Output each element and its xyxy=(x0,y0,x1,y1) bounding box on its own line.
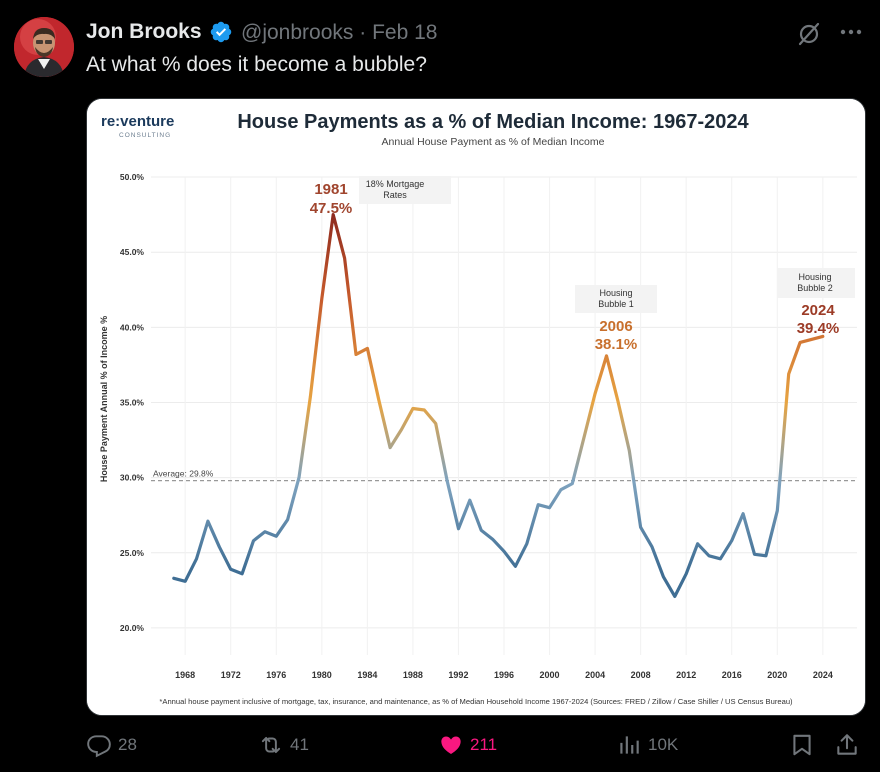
y-tick-label: 20.0% xyxy=(120,623,145,633)
x-tick-label: 2016 xyxy=(722,670,742,680)
reply-button[interactable]: 28 xyxy=(86,732,137,758)
views-button[interactable]: 10K xyxy=(616,732,678,758)
x-tick-label: 2000 xyxy=(540,670,560,680)
like-count: 211 xyxy=(470,735,498,754)
tweet-text: At what % does it become a bubble? xyxy=(86,53,427,76)
share-icon xyxy=(837,734,857,755)
bubble2-line1: Housing xyxy=(798,272,831,282)
retweet-button[interactable]: 41 xyxy=(258,732,309,758)
handle-and-date: @jonbrooks · Feb 18 xyxy=(241,21,437,45)
bubble1-line1: Housing xyxy=(599,288,632,298)
bookmark-icon xyxy=(793,734,811,756)
annotation-2006-value: 38.1% xyxy=(595,336,638,353)
x-tick-label: 1976 xyxy=(266,670,286,680)
more-icon[interactable] xyxy=(838,22,864,42)
y-ticks: 20.0% 25.0% 30.0% 35.0% 40.0% 45.0% 50.0% xyxy=(120,172,145,633)
x-tick-label: 1984 xyxy=(357,670,377,680)
x-tick-label: 1968 xyxy=(175,670,195,680)
x-tick-label: 1992 xyxy=(448,670,468,680)
series-line xyxy=(172,213,825,598)
chart: re:venture CONSULTING House Payments as … xyxy=(87,99,865,715)
share-button[interactable] xyxy=(834,732,860,758)
x-tick-label: 2012 xyxy=(676,670,696,680)
bubble1-line2: Bubble 1 xyxy=(598,299,634,309)
x-ticks: 1968 1972 1976 1980 1984 1988 1992 1996 2000 2004… xyxy=(175,670,833,680)
annotation-2024-year: 2024 xyxy=(801,302,835,319)
y-tick-label: 50.0% xyxy=(120,172,145,182)
action-bar: 28 41 211 10K xyxy=(86,732,864,764)
chart-footnote: *Annual house payment inclusive of mortg… xyxy=(159,697,793,706)
views-count: 10K xyxy=(648,735,679,754)
views-icon xyxy=(620,736,639,754)
x-tick-label: 1988 xyxy=(403,670,423,680)
y-axis-label: House Payment Annual % of Income % xyxy=(99,316,109,482)
chart-logo-sub: CONSULTING xyxy=(119,132,171,139)
mortgage-note-line2: Rates xyxy=(383,190,407,200)
average-label: Average: 29.8% xyxy=(153,469,214,479)
bubble1-box xyxy=(575,285,657,313)
annotation-1981-year: 1981 xyxy=(314,181,347,198)
x-tick-label: 2004 xyxy=(585,670,605,680)
avatar[interactable] xyxy=(14,17,74,77)
x-tick-label: 2020 xyxy=(767,670,787,680)
chart-title: House Payments as a % of Median Income: … xyxy=(237,111,749,133)
chart-logo: re:venture xyxy=(101,113,174,130)
x-tick-label: 2008 xyxy=(631,670,651,680)
x-tick-label: 1980 xyxy=(312,670,332,680)
retweet-count: 41 xyxy=(290,735,309,754)
bubble2-box xyxy=(777,268,855,298)
reply-icon xyxy=(87,735,111,758)
mortgage-note-line1: 18% Mortgage xyxy=(366,179,425,189)
x-tick-label: 1972 xyxy=(221,670,241,680)
x-tick-label: 2024 xyxy=(813,670,833,680)
separator: · xyxy=(359,21,367,44)
bookmark-button[interactable] xyxy=(789,732,815,758)
annotation-2024-value: 39.4% xyxy=(797,320,840,337)
y-tick-label: 45.0% xyxy=(120,247,145,257)
y-tick-label: 40.0% xyxy=(120,322,145,332)
heart-icon xyxy=(441,736,461,754)
y-tick-label: 25.0% xyxy=(120,548,145,558)
chart-subtitle: Annual House Payment as % of Median Inco… xyxy=(382,136,605,148)
grok-icon[interactable] xyxy=(796,21,822,47)
tweet-media-image[interactable]: re:venture CONSULTING House Payments as … xyxy=(86,98,866,716)
avatar-image xyxy=(14,17,74,77)
y-tick-label: 30.0% xyxy=(120,473,145,483)
handle[interactable]: @jonbrooks xyxy=(241,21,354,44)
x-tick-label: 1996 xyxy=(494,670,514,680)
reply-count: 28 xyxy=(118,735,137,754)
retweet-icon xyxy=(261,736,281,754)
mortgage-note-box xyxy=(359,176,451,204)
y-tick-label: 35.0% xyxy=(120,397,145,407)
annotation-2006-year: 2006 xyxy=(599,318,632,335)
bubble2-line2: Bubble 2 xyxy=(797,283,833,293)
annotation-1981-value: 47.5% xyxy=(310,200,353,217)
verified-badge-icon xyxy=(210,21,232,43)
display-name[interactable]: Jon Brooks xyxy=(86,20,202,43)
like-button[interactable]: 211 xyxy=(438,732,497,758)
timestamp[interactable]: Feb 18 xyxy=(372,21,438,44)
